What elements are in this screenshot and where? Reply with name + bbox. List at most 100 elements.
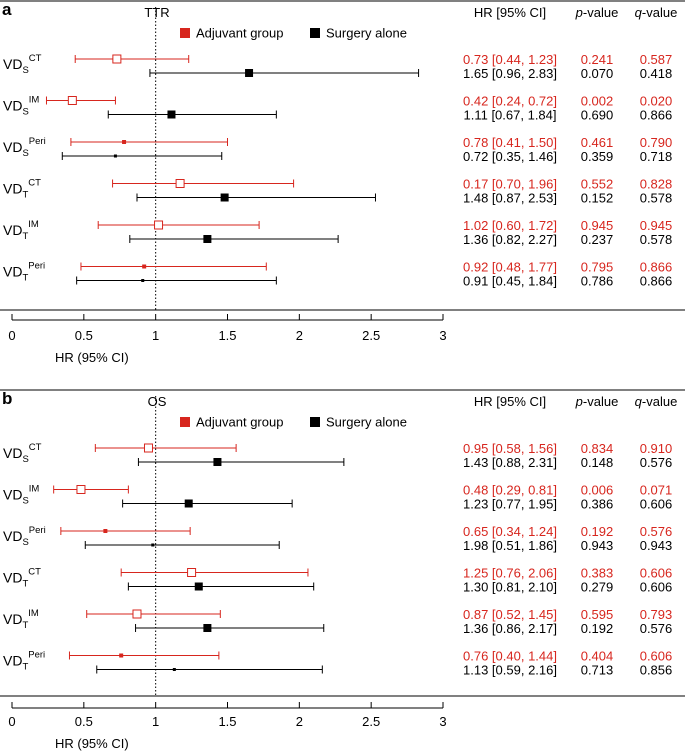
row-label-superscript: Peri: [28, 650, 45, 661]
header-p-rest: -value: [583, 394, 618, 409]
surgery-p-value: 0.152: [581, 191, 614, 206]
row-label-subscript: S: [22, 65, 28, 76]
row-label: VDTPeri: [3, 261, 45, 284]
surgery-p-value: 0.192: [581, 621, 614, 636]
x-axis-label: HR (95% CI): [55, 350, 129, 365]
surgery-p-value: 0.386: [581, 497, 614, 512]
surgery-hr-text: 1.48 [0.87, 2.53]: [463, 191, 557, 206]
surgery-point-estimate: [172, 668, 176, 671]
header-q-value: q-value: [635, 394, 678, 409]
surgery-point-estimate: [184, 499, 193, 508]
adjuvant-p-value: 0.795: [581, 260, 614, 275]
row-label-base: VD: [3, 653, 22, 669]
row-label-subscript: S: [22, 454, 28, 465]
surgery-q-value: 0.943: [640, 538, 673, 553]
x-tick-label: 0.5: [75, 328, 93, 343]
adjuvant-q-value: 0.910: [640, 441, 673, 456]
row-label-superscript: IM: [28, 608, 39, 619]
surgery-q-value: 0.576: [640, 621, 673, 636]
adjuvant-series-mark: [94, 443, 237, 453]
row-label-superscript: CT: [29, 53, 42, 64]
row-label-subscript: T: [22, 662, 28, 673]
adjuvant-series-mark: [45, 96, 116, 105]
surgery-q-value: 0.866: [640, 108, 673, 123]
adjuvant-q-value: 0.020: [640, 94, 673, 109]
adjuvant-hr-text: 0.76 [0.40, 1.44]: [463, 649, 557, 664]
x-tick-label: 2.5: [362, 714, 380, 729]
surgery-series-mark: [76, 276, 277, 285]
adjuvant-point-estimate: [143, 443, 153, 453]
adjuvant-point-estimate: [142, 264, 147, 269]
legend-surgery-swatch: [310, 417, 320, 427]
row-label-subscript: T: [22, 190, 28, 201]
legend-adjuvant-label: Adjuvant group: [196, 415, 283, 430]
forest-row: VDTPeri 0.76 [0.40, 1.44] 0.404 0.606 1.13 […: [3, 649, 672, 678]
header-q-value: q-value: [635, 5, 678, 20]
adjuvant-q-value: 0.606: [640, 649, 673, 664]
panel-letter: b: [2, 389, 12, 408]
header-p-italic: p: [575, 394, 583, 409]
row-label-subscript: S: [22, 496, 28, 507]
surgery-point-estimate: [167, 110, 176, 119]
surgery-p-value: 0.359: [581, 149, 614, 164]
adjuvant-p-value: 0.552: [581, 177, 614, 192]
adjuvant-q-value: 0.576: [640, 524, 673, 539]
forest-row: VDSCT 0.95 [0.58, 1.56] 0.834 0.910 1.43 [0.…: [3, 441, 672, 470]
adjuvant-series-mark: [97, 220, 260, 230]
forest-row: VDSPeri 0.78 [0.41, 1.50] 0.461 0.790 0.72 […: [3, 135, 672, 164]
adjuvant-hr-text: 0.65 [0.34, 1.24]: [463, 524, 557, 539]
surgery-hr-text: 0.72 [0.35, 1.46]: [463, 149, 557, 164]
adjuvant-p-value: 0.241: [581, 52, 614, 67]
forest-row: VDTPeri 0.92 [0.48, 1.77] 0.795 0.866 0.91 […: [3, 260, 672, 289]
row-label: VDSCT: [3, 53, 42, 76]
surgery-series-mark: [149, 69, 420, 77]
x-tick-label: 0.5: [75, 714, 93, 729]
x-tick-label: 0: [8, 714, 15, 729]
row-label-superscript: CT: [28, 567, 41, 578]
row-label-base: VD: [3, 528, 22, 544]
x-tick-label: 0: [8, 328, 15, 343]
adjuvant-point-estimate: [67, 96, 77, 105]
x-axis-label: HR (95% CI): [55, 736, 129, 751]
row-label-superscript: Peri: [29, 525, 46, 536]
adjuvant-p-value: 0.834: [581, 441, 614, 456]
adjuvant-p-value: 0.461: [581, 135, 614, 150]
forest-row: VDTCT 1.25 [0.76, 2.06] 0.383 0.606 1.30 [0.…: [3, 566, 672, 595]
adjuvant-q-value: 0.587: [640, 52, 673, 67]
adjuvant-q-value: 0.828: [640, 177, 673, 192]
adjuvant-series-mark: [120, 568, 309, 577]
surgery-p-value: 0.713: [581, 663, 614, 678]
row-label: VDTCT: [3, 178, 41, 201]
adjuvant-point-estimate: [76, 485, 86, 494]
row-label-base: VD: [3, 445, 22, 461]
surgery-hr-text: 1.23 [0.77, 1.95]: [463, 497, 557, 512]
legend-adjuvant-label: Adjuvant group: [196, 26, 283, 41]
forest-row: VDTIM 1.02 [0.60, 1.72] 0.945 0.945 1.36 [0.…: [3, 218, 672, 247]
adjuvant-hr-text: 0.87 [0.52, 1.45]: [463, 607, 557, 622]
surgery-hr-text: 1.30 [0.81, 2.10]: [463, 580, 557, 595]
panel-title: TTR: [144, 5, 169, 20]
adjuvant-p-value: 0.006: [581, 483, 614, 498]
surgery-p-value: 0.279: [581, 580, 614, 595]
surgery-hr-text: 0.91 [0.45, 1.84]: [463, 274, 557, 289]
adjuvant-point-estimate: [119, 653, 124, 658]
legend-surgery-swatch: [310, 28, 320, 38]
adjuvant-q-value: 0.606: [640, 566, 673, 581]
adjuvant-p-value: 0.945: [581, 218, 614, 233]
x-tick-label: 1: [152, 328, 159, 343]
x-tick-label: 2.5: [362, 328, 380, 343]
row-label: VDSCT: [3, 442, 42, 465]
row-label-base: VD: [3, 570, 22, 586]
row-label: VDTIM: [3, 219, 39, 242]
header-q-rest: -value: [642, 5, 677, 20]
adjuvant-series-mark: [80, 262, 267, 271]
surgery-hr-text: 1.13 [0.59, 2.16]: [463, 663, 557, 678]
adjuvant-p-value: 0.595: [581, 607, 614, 622]
x-tick-label: 2: [296, 714, 303, 729]
adjuvant-point-estimate: [187, 568, 197, 577]
x-tick-label: 3: [439, 328, 446, 343]
forest-row: VDSPeri 0.65 [0.34, 1.24] 0.192 0.576 1.98 […: [3, 524, 672, 553]
surgery-hr-text: 1.36 [0.82, 2.27]: [463, 232, 557, 247]
row-label-subscript: T: [22, 231, 28, 242]
